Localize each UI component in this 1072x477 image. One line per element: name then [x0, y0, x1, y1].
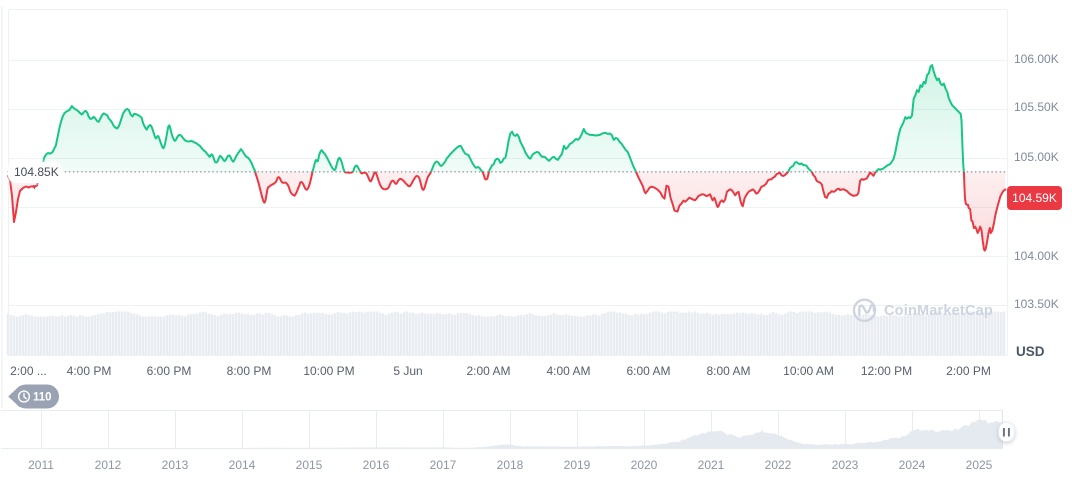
svg-text:110: 110 — [33, 392, 52, 404]
